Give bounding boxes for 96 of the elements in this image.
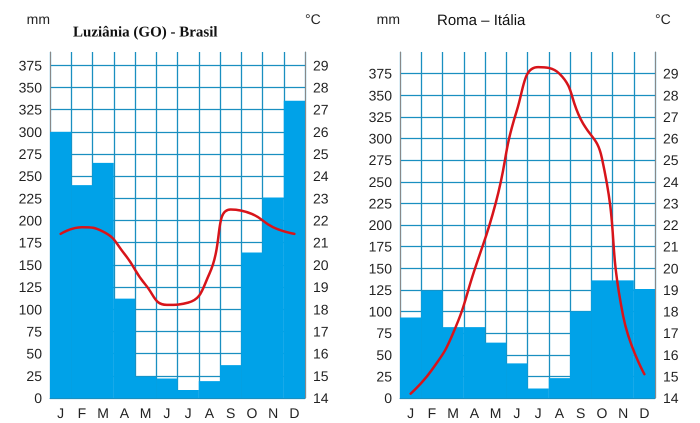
y-tick-label: 275 — [368, 152, 392, 168]
y-tick-label: 350 — [368, 87, 392, 104]
x-tick-label: J — [184, 405, 192, 421]
y-tick-label: 250 — [18, 168, 42, 184]
y2-tick-label: 18 — [313, 301, 329, 318]
x-tick-label: M — [140, 405, 152, 421]
x-tick-label: J — [163, 405, 170, 421]
x-tick-label: A — [470, 405, 480, 421]
y-tick-label: 250 — [368, 174, 392, 190]
y2-tick-label: 17 — [313, 323, 329, 340]
y-axis-title: mm — [26, 11, 50, 27]
x-tick-label: A — [120, 405, 130, 421]
x-tick-label: M — [447, 405, 459, 421]
x-tick-label: S — [226, 405, 236, 421]
y-tick-label: 0 — [384, 390, 392, 406]
x-tick-label: J — [57, 405, 64, 421]
y2-tick-label: 29 — [313, 57, 329, 74]
chart-title: Luziânia (GO) - Brasil — [73, 24, 218, 40]
y2-tick-label: 19 — [663, 282, 679, 298]
x-tick-label: J — [534, 405, 542, 421]
y-tick-label: 125 — [18, 279, 42, 296]
y-tick-label: 350 — [18, 79, 42, 96]
y-tick-label: 200 — [368, 217, 392, 233]
line-series — [59, 208, 296, 306]
y2-tick-label: 29 — [663, 66, 679, 82]
y-tick-label: 150 — [368, 260, 392, 276]
x-tick-label: D — [639, 405, 650, 421]
y-tick-label: 300 — [368, 130, 392, 146]
y-tick-label: 175 — [18, 234, 42, 251]
y2-tick-label: 24 — [313, 168, 329, 184]
y-axis-title: mm — [376, 11, 400, 27]
x-tick-label: D — [289, 405, 300, 421]
y2-tick-label: 14 — [663, 390, 679, 406]
y2-tick-label: 25 — [663, 152, 679, 168]
x-tick-label: J — [407, 405, 414, 421]
y2-tick-label: 22 — [663, 217, 679, 233]
y-tick-label: 25 — [376, 368, 392, 384]
y-tick-label: 125 — [368, 282, 392, 298]
y2-tick-label: 20 — [313, 256, 329, 273]
x-tick-label: O — [246, 405, 258, 421]
y-tick-label: 375 — [368, 66, 392, 82]
y2-axis-title: °C — [655, 11, 671, 27]
y-tick-label: 100 — [368, 304, 392, 320]
x-tick-label: A — [554, 405, 565, 421]
y2-tick-label: 28 — [313, 79, 329, 96]
y2-tick-label: 16 — [313, 346, 329, 362]
x-tick-label: F — [78, 405, 86, 421]
y-tick-label: 0 — [34, 390, 42, 406]
x-tick-label: J — [513, 405, 520, 421]
y-tick-label: 225 — [368, 195, 392, 212]
y2-tick-label: 26 — [313, 124, 329, 140]
x-tick-label: F — [428, 405, 436, 421]
y2-tick-label: 22 — [313, 212, 329, 229]
y-tick-label: 150 — [18, 256, 42, 273]
y-tick-label: 275 — [18, 146, 42, 162]
y-tick-label: 375 — [18, 57, 42, 74]
y-tick-label: 200 — [18, 212, 42, 229]
x-tick-label: A — [204, 405, 215, 421]
y2-tick-label: 20 — [663, 260, 679, 276]
x-tick-label: N — [268, 405, 278, 421]
y2-tick-label: 25 — [313, 146, 329, 162]
y-tick-label: 25 — [26, 368, 42, 384]
y2-tick-label: 21 — [663, 238, 679, 255]
y2-tick-label: 21 — [313, 234, 329, 251]
y-tick-label: 50 — [26, 346, 42, 362]
y-tick-label: 300 — [18, 124, 42, 140]
y2-tick-label: 19 — [313, 279, 329, 296]
y-tick-label: 325 — [368, 108, 392, 125]
y2-axis-title: °C — [305, 11, 321, 27]
x-tick-label: O — [596, 405, 608, 421]
y2-tick-label: 17 — [663, 325, 679, 342]
y2-tick-label: 24 — [663, 174, 679, 190]
y-tick-label: 100 — [18, 301, 42, 318]
y2-tick-label: 16 — [663, 346, 679, 363]
x-tick-label: S — [576, 405, 586, 421]
y-tick-label: 75 — [376, 325, 392, 342]
y2-tick-label: 18 — [663, 304, 679, 320]
chart-title: Roma – Itália — [437, 12, 526, 29]
y2-tick-label: 27 — [313, 102, 329, 118]
x-tick-label: N — [618, 405, 628, 421]
line-series — [409, 66, 646, 395]
y-tick-label: 50 — [376, 346, 392, 363]
y2-tick-label: 15 — [663, 368, 679, 384]
x-tick-label: M — [97, 405, 109, 421]
y-tick-label: 325 — [18, 102, 42, 118]
y2-tick-label: 28 — [663, 87, 679, 104]
y2-tick-label: 23 — [313, 190, 329, 206]
y2-tick-label: 23 — [663, 195, 679, 212]
x-tick-label: M — [490, 405, 502, 421]
y-tick-label: 225 — [18, 190, 42, 206]
y-tick-label: 75 — [26, 323, 42, 340]
y-tick-label: 175 — [368, 238, 392, 255]
y2-tick-label: 15 — [313, 368, 329, 384]
y2-tick-label: 14 — [313, 390, 329, 406]
y2-tick-label: 27 — [663, 108, 679, 125]
y2-tick-label: 26 — [663, 130, 679, 146]
